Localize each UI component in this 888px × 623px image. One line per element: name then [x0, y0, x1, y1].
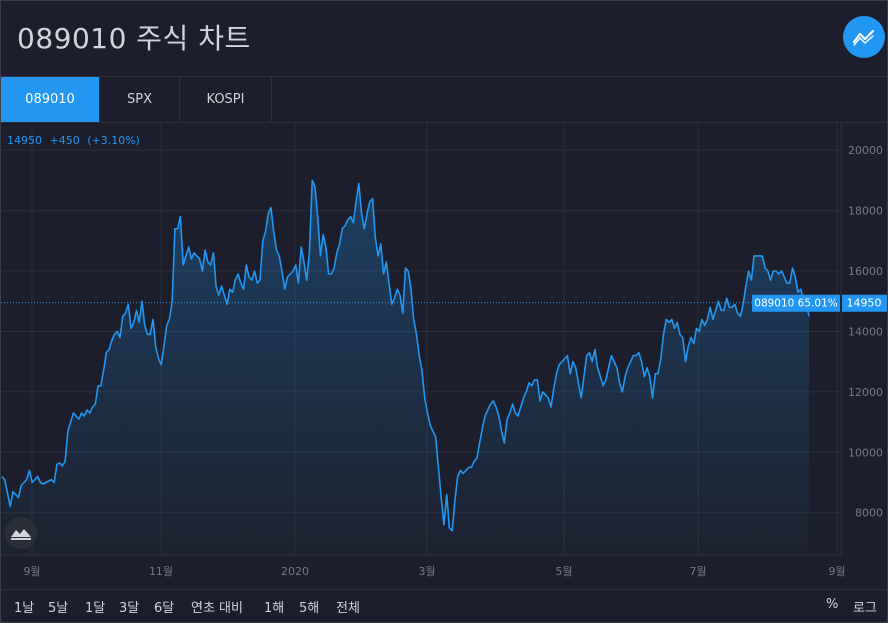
axis-price-label-bg	[842, 294, 887, 312]
price-legend: 14950 +450 (+3.10%)	[7, 134, 144, 147]
legend-price: 14950	[7, 134, 42, 147]
series-price-label: 089010 65.01%	[754, 298, 837, 310]
range-1y[interactable]: 1해	[264, 601, 285, 616]
y-tick-label: 10000	[848, 446, 883, 459]
x-tick-label: 3월	[418, 565, 435, 578]
header: 089010 주식 차트	[1, 1, 887, 77]
x-tick-label: 7월	[689, 565, 706, 578]
price-chart[interactable]: 8000 10000 12000 14000 16000 18000 20000 9월 11월 2…	[1, 123, 887, 588]
range-all[interactable]: 전체	[336, 601, 360, 616]
range-1m[interactable]: 1달	[85, 601, 106, 616]
percent-toggle[interactable]: %	[826, 597, 839, 612]
y-tick-label: 16000	[848, 265, 883, 278]
y-tick-label: 18000	[848, 205, 883, 218]
x-tick-label: 9월	[828, 565, 845, 578]
chart-area[interactable]: 8000 10000 12000 14000 16000 18000 20000 9월 11월 2…	[1, 123, 887, 588]
tab-spx[interactable]: SPX	[100, 77, 180, 122]
y-tick-label: 14000	[848, 325, 883, 338]
tab-kospi[interactable]: KOSPI	[180, 77, 272, 122]
x-tick-label: 2020	[281, 565, 309, 578]
x-tick-label: 11월	[149, 565, 173, 578]
legend-change: +450	[49, 134, 80, 147]
range-ytd[interactable]: 연초 대비	[191, 601, 243, 616]
page-title: 089010 주식 차트	[17, 22, 251, 55]
range-1d[interactable]: 1날	[14, 601, 35, 616]
range-3m[interactable]: 3달	[119, 601, 140, 616]
y-tick-label: 12000	[848, 386, 883, 399]
chart-line-icon[interactable]	[843, 16, 885, 58]
tradingview-logo-icon[interactable]	[5, 517, 37, 549]
price-line	[1, 179, 810, 532]
y-tick-label: 8000	[855, 507, 883, 520]
price-area-fill	[2, 180, 809, 555]
log-toggle[interactable]: 로그	[853, 601, 877, 616]
axis-price-label: 14950	[847, 297, 882, 310]
symbol-tabs: 089010 SPX KOSPI	[1, 77, 887, 123]
range-5y[interactable]: 5해	[299, 601, 320, 616]
range-6m[interactable]: 6달	[154, 601, 175, 616]
x-tick-label: 9월	[23, 565, 40, 578]
legend-change-pct: (+3.10%)	[87, 134, 140, 147]
tab-089010[interactable]: 089010	[1, 77, 100, 122]
y-tick-label: 20000	[848, 144, 883, 157]
x-tick-label: 5월	[555, 565, 572, 578]
range-5d[interactable]: 5날	[48, 601, 69, 616]
series-label-bg	[752, 294, 840, 312]
range-toolbar: 1날 5날 1달 3달 6달 연초 대비 1해 5해 전체 % 로그	[1, 589, 887, 622]
